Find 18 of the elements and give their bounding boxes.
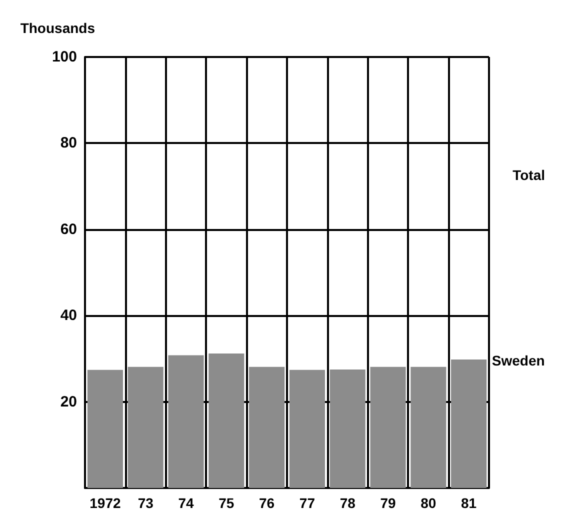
x-tick-label: 75 <box>218 495 234 511</box>
y-axis-title: Thousands <box>20 20 96 36</box>
y-tick-label: 80 <box>60 134 77 152</box>
x-tick-label: 78 <box>340 495 356 511</box>
x-tick-label: 80 <box>420 495 436 511</box>
y-tick-label: 40 <box>60 307 77 324</box>
x-tick-label: 1972 <box>90 495 121 511</box>
y-tick-label: 100 <box>52 48 77 66</box>
x-tick-label: 81 <box>461 495 477 511</box>
y-tick-label: 20 <box>60 393 77 410</box>
x-tick-label: 73 <box>138 495 154 511</box>
x-tick-label: 77 <box>299 495 316 511</box>
y-tick-label: 60 <box>60 220 77 238</box>
series-label: Sweden <box>492 352 545 369</box>
x-tick-label: 74 <box>178 495 194 511</box>
x-tick-label: 76 <box>259 495 275 511</box>
text: Total <box>512 167 546 183</box>
x-tick-label: 79 <box>380 495 396 511</box>
